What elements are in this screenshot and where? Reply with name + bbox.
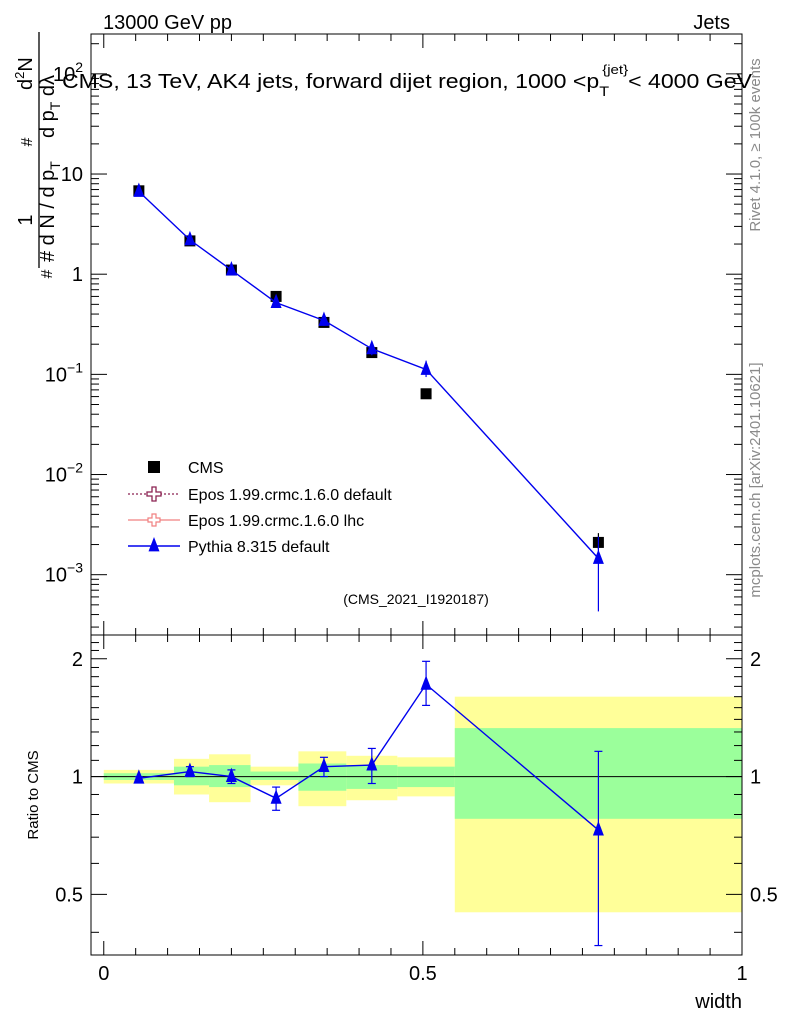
ratio-pythia-point xyxy=(184,762,196,777)
y-label-denominator: # d N / d pT xyxy=(37,161,63,262)
legend-marker-pythia xyxy=(148,537,160,552)
cms-data-point xyxy=(420,388,432,400)
header-right: Jets xyxy=(693,12,730,34)
ratio-x-tick-label: 0.5 xyxy=(409,963,437,985)
ratio-pythia-point xyxy=(366,756,378,771)
ratio-y-tick-label-left: 1 xyxy=(72,767,83,789)
main-y-tick-label: 10−3 xyxy=(45,560,83,587)
ratio-pythia-point xyxy=(225,767,237,782)
rivet-label: Rivet 4.1.0, ≥ 100k events xyxy=(747,58,764,231)
ratio-plot-frame xyxy=(90,634,743,956)
ratio-y-axis-label: Ratio to CMS xyxy=(25,750,42,839)
pythia-point xyxy=(592,549,604,564)
pythia-point xyxy=(270,293,282,309)
y-label-dpt: d pT dλ xyxy=(37,75,63,138)
x-axis-label: width xyxy=(694,991,742,1013)
legend-label: Pythia 8.315 default xyxy=(188,539,330,556)
ratio-y-tick-label-left: 2 xyxy=(72,649,83,671)
legend-label: Epos 1.99.crmc.1.6.0 default xyxy=(188,487,392,504)
pythia-point xyxy=(318,311,330,326)
ratio-pythia-point xyxy=(420,675,432,690)
side-labels: Rivet 4.1.0, ≥ 100k events mcplots.cern.… xyxy=(747,58,764,597)
pythia-point xyxy=(366,339,378,355)
ratio-y-tick-label-right: 0.5 xyxy=(750,884,778,906)
ratio-x-tick-label: 0 xyxy=(98,963,109,985)
legend-marker-epos-default xyxy=(146,486,162,502)
ratio-band-inner xyxy=(250,771,299,780)
y-label-d2n: d2N xyxy=(12,57,37,90)
legend-marker-cms xyxy=(148,461,160,473)
pythia-point xyxy=(420,360,432,375)
main-y-tick-label: 10−1 xyxy=(45,359,83,386)
ratio-x-tick-label: 1 xyxy=(736,963,747,985)
pythia-point xyxy=(133,182,145,197)
ratio-y-tick-label-left: 0.5 xyxy=(55,884,83,906)
main-y-tick-label: 10−2 xyxy=(45,460,83,487)
ratio-pythia-point xyxy=(592,821,604,836)
ratio-pythia-line xyxy=(138,683,599,831)
ratio-y-tick-label-right: 1 xyxy=(750,767,761,789)
main-y-tick-label: 102 xyxy=(53,59,83,86)
legend-label: CMS xyxy=(188,460,224,477)
y-label-hash-2: # xyxy=(19,137,36,146)
ratio-pythia-point xyxy=(270,789,282,804)
pythia-point xyxy=(184,230,196,246)
legend: CMS Epos 1.99.crmc.1.6.0 default Epos 1.99… xyxy=(128,460,392,556)
ratio-pythia-point xyxy=(133,769,145,784)
main-y-tick-label: 10 xyxy=(61,164,83,186)
main-y-tick-label: 1 xyxy=(72,264,83,286)
ratio-pythia-point xyxy=(318,757,330,773)
ratio-y-tick-label-right: 2 xyxy=(750,649,761,671)
legend-marker-epos-lhc xyxy=(147,513,161,527)
pythia-line xyxy=(138,190,599,560)
y-label-hash-1: # xyxy=(39,269,56,278)
pythia-point xyxy=(225,261,237,276)
header: 13000 GeV pp Jets xyxy=(103,12,730,34)
y-label-one: 1 xyxy=(15,214,37,225)
ratio-panel: 0.5 0.5 1 1 2 2 0 0.5 1 width Ratio to CMS xyxy=(25,634,778,1013)
header-left: 13000 GeV pp xyxy=(103,12,232,34)
plot-title: CMS, 13 TeV, AK4 jets, forward dijet reg… xyxy=(62,62,753,99)
mcplots-label: mcplots.cern.ch [arXiv:2401.10621] xyxy=(747,362,764,597)
legend-label: Epos 1.99.crmc.1.6.0 lhc xyxy=(188,513,364,530)
analysis-watermark: (CMS_2021_I1920187) xyxy=(343,591,489,607)
